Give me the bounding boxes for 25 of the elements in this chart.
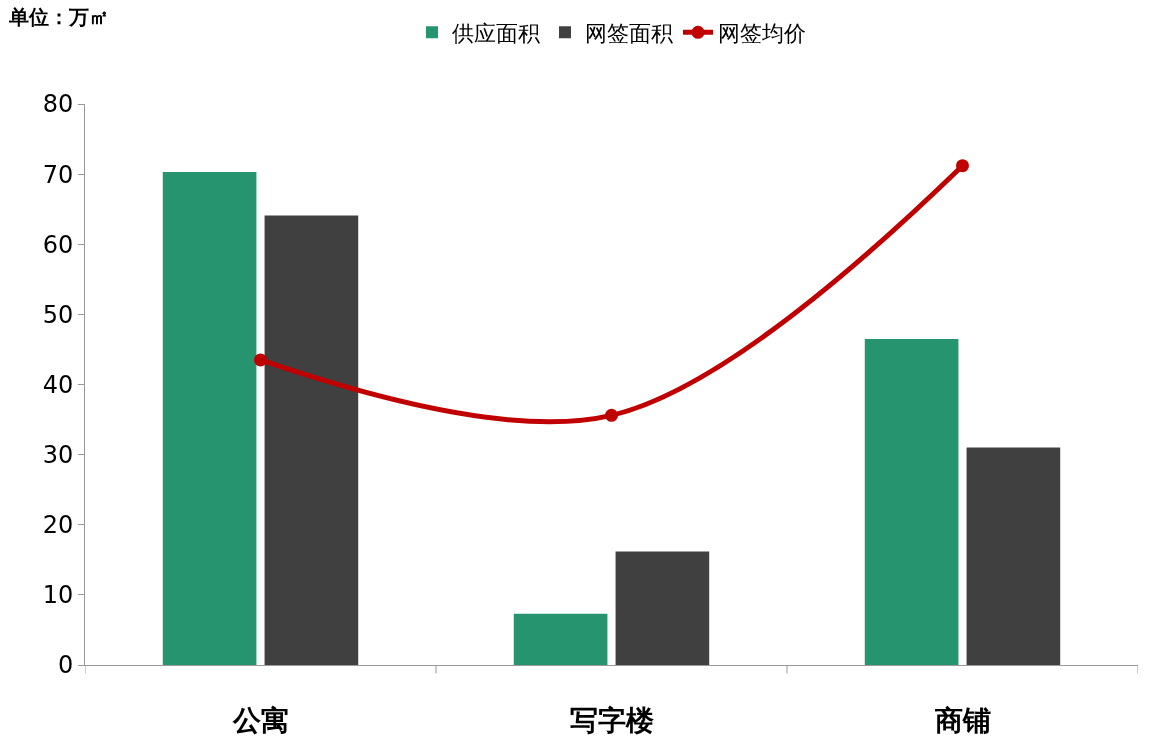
y-axis-title: 单位：万㎡ bbox=[8, 5, 109, 29]
y-tick-label: 0 bbox=[57, 651, 74, 680]
bar bbox=[966, 447, 1061, 665]
y-tick-label: 50 bbox=[42, 300, 74, 329]
y-tick-label: 70 bbox=[42, 160, 74, 189]
y-tick-label: 80 bbox=[42, 90, 74, 119]
y-tick-label: 40 bbox=[42, 370, 74, 399]
y-tick-label: 60 bbox=[42, 230, 74, 259]
x-tick-label: 写字楼 bbox=[569, 703, 654, 737]
y-tick-label: 20 bbox=[42, 511, 74, 540]
legend-label: 网签均价 bbox=[718, 20, 806, 46]
x-tick-label: 公寓 bbox=[231, 703, 289, 737]
y-tick-label: 10 bbox=[42, 581, 74, 610]
point bbox=[254, 353, 267, 367]
point bbox=[605, 408, 618, 422]
legend-label: 供应面积 bbox=[452, 20, 540, 46]
bar bbox=[615, 551, 710, 665]
point bbox=[956, 159, 969, 173]
bar bbox=[513, 613, 608, 665]
bar bbox=[162, 172, 257, 665]
y-tick-label: 30 bbox=[42, 441, 74, 470]
bar bbox=[264, 215, 359, 665]
legend-label: 网签面积 bbox=[585, 20, 673, 46]
bar bbox=[864, 338, 959, 665]
x-tick-label: 商铺 bbox=[933, 703, 991, 737]
